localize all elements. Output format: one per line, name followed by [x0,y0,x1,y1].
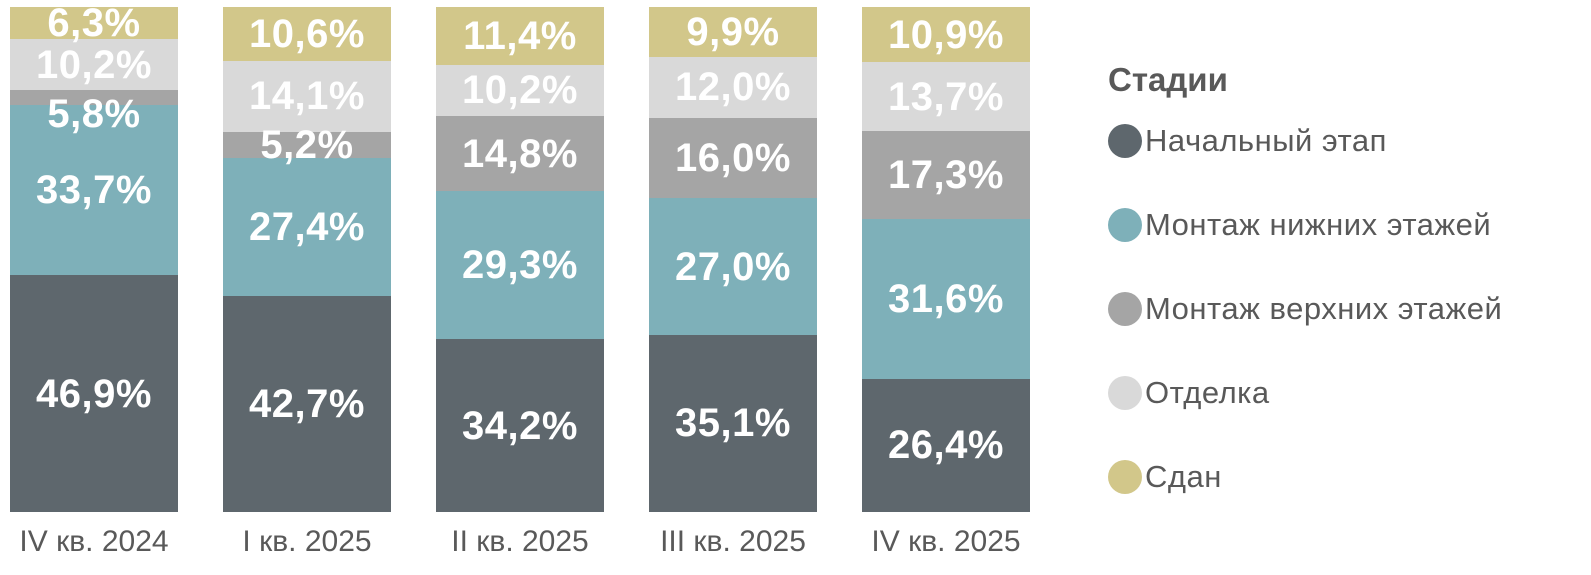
bar-segment: 46,9% [10,275,178,512]
bar-column: 10,6% 14,1% 5,2% 27,4% 42,7% I кв. 2025 [223,7,391,558]
legend: Стадии Начальный этап Монтаж нижних этаже… [1108,60,1502,544]
legend-items: Начальный этап Монтаж нижних этажей Монтаж… [1108,122,1503,494]
legend-item: Сдан [1108,458,1502,494]
bar-segment: 9,9% [649,7,817,57]
bar-value-label: 27,0% [675,244,791,289]
bar-value-label: 14,1% [249,74,365,119]
bar-value-label: 5,8% [47,91,141,136]
stacked-bar: 9,9% 12,0% 16,0% 27,0% 35,1% [649,7,817,512]
legend-item-label: Начальный этап [1145,122,1387,158]
bar-segment: 11,4% [436,7,604,65]
bar-value-label: 10,2% [36,42,152,87]
bar-value-label: 17,3% [888,153,1004,198]
bar-value-label: 35,1% [675,401,791,446]
legend-item: Монтаж нижних этажей [1108,206,1502,242]
bar-value-label: 33,7% [36,168,152,213]
legend-swatch-circle-icon [1108,459,1142,494]
bar-value-label: 13,7% [888,74,1004,119]
bar-segment: 33,7% [10,104,178,276]
bar-segment: 10,6% [223,7,391,61]
plot-area: 6,3% 10,2% 5,8% 33,7% 46,9% IV кв. 2024 10,6% 1… [10,1,1030,558]
bar-value-label: 34,2% [462,403,578,448]
bar-segment: 31,6% [862,218,1030,379]
legend-item-label: Сдан [1145,458,1222,494]
bar-segment: 29,3% [436,190,604,340]
legend-item-label: Монтаж верхних этажей [1145,290,1503,326]
bar-segment: 5,2% [223,123,391,167]
legend-title: Стадии [1108,61,1228,98]
bar-segment: 10,2% [10,38,178,91]
x-axis-label: II кв. 2025 [451,525,589,558]
bar-value-label: 29,3% [462,243,578,288]
x-axis-label: IV кв. 2024 [19,525,169,558]
legend-item: Отделка [1108,374,1502,410]
bar-segment: 10,9% [862,7,1030,63]
x-axis-label: IV кв. 2025 [871,525,1021,558]
bar-segment: 27,0% [649,198,817,335]
bar-value-label: 14,8% [462,131,578,176]
bar-value-label: 46,9% [36,371,152,416]
bar-segment: 17,3% [862,131,1030,219]
stacked-bar: 10,9% 13,7% 17,3% 31,6% 26,4% [862,7,1030,512]
bar-value-label: 5,2% [260,122,354,167]
bar-value-label: 27,4% [249,205,365,250]
legend-item-label: Отделка [1145,374,1270,410]
bar-segment: 5,8% [10,90,178,136]
bar-value-label: 10,9% [888,12,1004,57]
legend-swatch-circle-icon [1108,375,1142,410]
bar-segment: 16,0% [649,117,817,199]
bar-value-label: 10,2% [462,68,578,113]
bar-column: 9,9% 12,0% 16,0% 27,0% 35,1% III кв. 2025 [649,7,817,558]
bar-value-label: 10,6% [249,11,365,56]
legend-item-label: Монтаж нижних этажей [1145,206,1492,242]
bar-segment: 27,4% [223,157,391,297]
bar-segment: 35,1% [649,334,817,512]
bar-value-label: 31,6% [888,276,1004,321]
legend-item: Монтаж верхних этажей [1108,290,1503,326]
bar-segment: 10,2% [436,64,604,117]
stacked-bar: 6,3% 10,2% 5,8% 33,7% 46,9% [10,1,178,512]
bar-column: 11,4% 10,2% 14,8% 29,3% 34,2% II кв. 2025 [436,7,604,558]
bar-value-label: 26,4% [888,423,1004,468]
bar-column: 10,9% 13,7% 17,3% 31,6% 26,4% IV кв. 2025 [862,7,1030,558]
stacked-bar: 10,6% 14,1% 5,2% 27,4% 42,7% [223,7,391,512]
bar-column: 6,3% 10,2% 5,8% 33,7% 46,9% IV кв. 2024 [10,1,178,558]
bar-segment: 14,1% [223,60,391,132]
bar-segment: 14,8% [436,116,604,191]
bar-segment: 26,4% [862,378,1030,512]
bar-segment: 13,7% [862,62,1030,132]
bar-value-label: 12,0% [675,65,791,110]
bar-segment: 34,2% [436,339,604,512]
bar-segment: 12,0% [649,56,817,118]
bar-value-label: 9,9% [686,9,780,54]
bar-value-label: 6,3% [47,0,141,45]
bar-value-label: 42,7% [249,382,365,427]
bar-segment: 42,7% [223,296,391,512]
bar-segment: 6,3% [10,1,178,45]
legend-swatch-circle-icon [1108,207,1142,242]
bar-value-label: 16,0% [675,135,791,180]
x-axis-label: III кв. 2025 [660,525,806,558]
legend-item: Начальный этап [1108,122,1502,158]
x-axis-label: I кв. 2025 [242,525,372,558]
legend-swatch-circle-icon [1108,123,1142,158]
stacked-bar: 11,4% 10,2% 14,8% 29,3% 34,2% [436,7,604,512]
legend-swatch-circle-icon [1108,291,1142,326]
bar-value-label: 11,4% [463,13,577,58]
